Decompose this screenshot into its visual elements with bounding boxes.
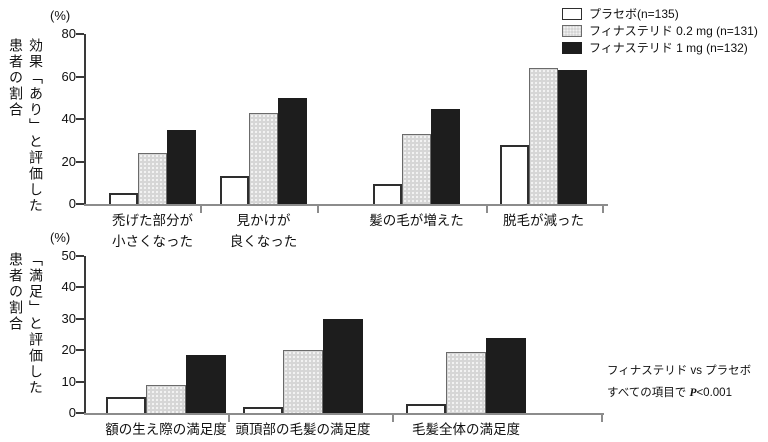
y-tick-mark — [76, 75, 84, 78]
y-tick-label: 40 — [61, 111, 76, 126]
x-axis-tick — [602, 204, 604, 213]
legend-item-finasteride-0-2mg: フィナステリド 0.2 mg (n=131) — [562, 22, 758, 39]
category-label: 見かけが 良くなった — [229, 213, 298, 249]
bar-group — [373, 109, 460, 204]
bar-finasteride-0-2mg — [249, 112, 278, 204]
y-axis-title-line: 効果「あり」と評価した — [28, 38, 44, 214]
legend-label-finasteride-0-2mg: フィナステリド 0.2 mg (n=131) — [589, 24, 758, 38]
y-tick-label: 80 — [61, 26, 76, 41]
y-tick-mark — [76, 380, 84, 383]
unit-label-satisfaction: (%) — [50, 230, 71, 245]
y-tick-label: 0 — [68, 196, 76, 211]
plot-area-satisfaction: 0 10 20 30 40 50 額の生え際の満足度 頭頂部の毛髪の満足度 毛髪全体の満足度 — [62, 248, 604, 437]
bar-group — [243, 318, 363, 413]
bar-placebo — [106, 397, 146, 413]
y-tick-mark — [76, 412, 84, 414]
y-axis-title-line: 患者の割合 — [8, 252, 24, 332]
y-tick-label: 0 — [68, 405, 76, 420]
y-tick-label: 40 — [61, 279, 76, 295]
legend-swatch-finasteride-0-2mg — [562, 24, 582, 37]
y-tick-label: 10 — [61, 373, 76, 389]
plot-area-effectiveness: 0 20 40 60 80 禿げた部分が 小さくなった 見かけが 良くなった 髪の毛が増えた 脱… — [62, 26, 608, 249]
bar-finasteride-0-2mg — [446, 351, 486, 413]
bar-placebo — [220, 176, 249, 204]
bar-finasteride-1mg — [486, 337, 526, 413]
category-label: 毛髪全体の満足度 — [412, 422, 520, 437]
legend-label-finasteride-1mg: フィナステリド 1 mg (n=132) — [589, 41, 748, 55]
y-axis-title-satisfaction: 「満足」と評価した 患者の割合 — [6, 252, 46, 412]
bar-finasteride-0-2mg — [146, 384, 186, 413]
bar-placebo — [500, 144, 529, 204]
p-value-symbol: P — [689, 387, 697, 399]
bar-group — [106, 354, 226, 413]
x-axis-tick — [317, 204, 319, 213]
legend-label-placebo: プラセボ(n=135) — [589, 7, 679, 21]
bar-group — [220, 97, 307, 204]
bar-group — [500, 68, 587, 204]
x-axis-tick — [601, 413, 603, 422]
legend: プラセボ(n=135) フィナステリド 0.2 mg (n=131) フィナステ… — [562, 5, 758, 56]
y-axis — [84, 256, 86, 415]
y-tick-mark — [76, 118, 84, 120]
y-tick-mark — [76, 286, 84, 289]
bar-finasteride-1mg — [167, 129, 196, 204]
x-axis-tick — [200, 204, 202, 213]
significance-note: フィナステリド vs プラセボ すべての項目で P<0.001 — [607, 360, 751, 404]
bar-finasteride-0-2mg — [138, 153, 167, 204]
unit-label-effectiveness: (%) — [50, 8, 71, 23]
category-label: 頭頂部の毛髪の満足度 — [235, 422, 371, 437]
y-tick-mark — [76, 203, 84, 205]
bar-finasteride-0-2mg — [529, 68, 558, 204]
y-tick-label: 50 — [61, 248, 76, 263]
legend-item-placebo: プラセボ(n=135) — [562, 5, 758, 22]
bar-finasteride-0-2mg — [283, 350, 323, 413]
y-axis-title-effectiveness: 効果「あり」と評価した 患者の割合 — [6, 38, 46, 218]
y-tick-label: 60 — [61, 68, 76, 84]
bar-finasteride-1mg — [431, 109, 460, 204]
bar-placebo — [406, 403, 446, 413]
bar-finasteride-0-2mg — [402, 133, 431, 204]
category-label: 禿げた部分が 小さくなった — [112, 213, 193, 249]
y-axis-title-line: 患者の割合 — [8, 38, 24, 118]
y-axis — [84, 34, 86, 206]
x-axis — [84, 413, 604, 415]
y-tick-label: 30 — [61, 310, 76, 326]
y-tick-mark — [76, 160, 84, 163]
y-tick-mark — [76, 317, 84, 320]
bar-finasteride-1mg — [278, 97, 307, 204]
significance-note-line2: すべての項目で P<0.001 — [607, 387, 732, 399]
bar-finasteride-1mg — [186, 354, 226, 413]
legend-swatch-placebo — [562, 7, 582, 20]
y-tick-mark — [76, 255, 84, 257]
y-axis-title-line: 「満足」と評価した — [28, 252, 44, 396]
y-tick-label: 20 — [61, 342, 76, 358]
bar-placebo — [243, 406, 283, 413]
x-axis — [84, 204, 608, 206]
legend-item-finasteride-1mg: フィナステリド 1 mg (n=132) — [562, 39, 758, 56]
category-label: 髪の毛が増えた — [369, 213, 464, 228]
bar-finasteride-1mg — [323, 318, 363, 413]
bar-group — [109, 129, 196, 204]
y-tick-label: 20 — [61, 153, 76, 169]
x-axis-tick — [228, 413, 230, 422]
bar-finasteride-1mg — [558, 70, 587, 204]
bar-placebo — [373, 183, 402, 204]
legend-swatch-finasteride-1mg — [562, 41, 582, 54]
category-label: 額の生え際の満足度 — [105, 422, 227, 437]
category-label: 脱毛が減った — [503, 213, 584, 228]
x-axis-tick — [392, 413, 394, 422]
y-tick-mark — [76, 349, 84, 352]
x-axis-tick — [486, 204, 488, 213]
significance-note-line1: フィナステリド vs プラセボ — [607, 365, 752, 377]
bar-group — [406, 337, 526, 413]
bar-placebo — [109, 193, 138, 204]
y-tick-mark — [76, 33, 84, 35]
